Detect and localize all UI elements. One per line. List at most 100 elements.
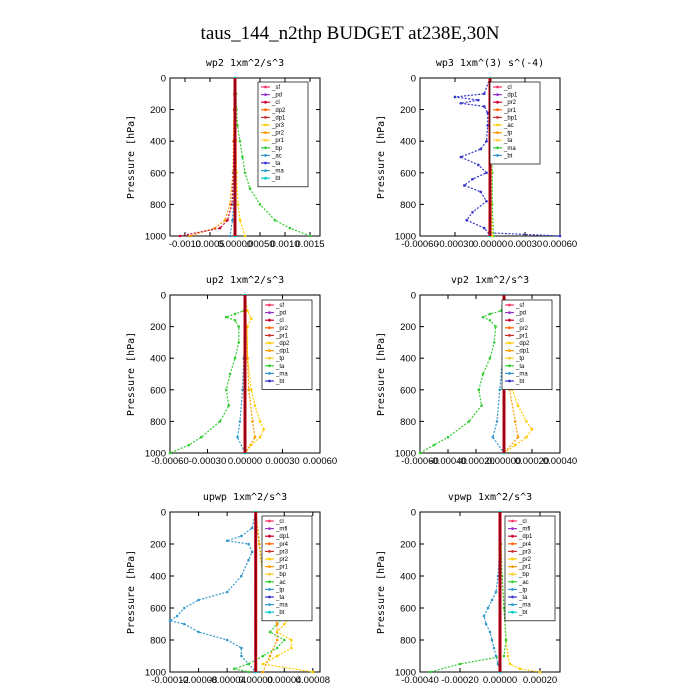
x-tick-label: 0.00000 <box>473 239 507 250</box>
panel-5: upwp 1xm^2/s^3 Pressure [hPa] 0 200 400 600 80… <box>126 492 330 686</box>
legend-label: _tp <box>503 131 513 137</box>
legend-label: _ta <box>275 595 285 601</box>
legend-label: _tp <box>275 587 285 593</box>
data-point <box>250 550 254 554</box>
legend-label: _ac <box>275 580 286 586</box>
data-point <box>168 451 172 455</box>
data-point <box>218 226 222 230</box>
legend-marker <box>268 550 271 553</box>
legend-marker <box>268 326 271 330</box>
x-tick-label: -0.00040 <box>429 456 467 467</box>
legend-label: _bt <box>275 379 285 385</box>
data-point <box>227 404 231 407</box>
legend-label: _dp2 <box>271 108 286 114</box>
legend-label: _bt <box>518 610 528 616</box>
legend-marker <box>508 318 511 322</box>
data-point <box>558 234 562 238</box>
x-tick-label: 0.00020 <box>523 675 557 686</box>
legend-marker <box>268 610 271 614</box>
y-tick-label: 400 <box>400 137 416 148</box>
legend-label: _ta <box>518 595 528 601</box>
data-point <box>241 155 244 159</box>
data-point <box>290 646 293 650</box>
legend-marker <box>511 519 514 523</box>
data-point <box>471 177 474 181</box>
data-point <box>197 598 200 602</box>
y-axis-label: Pressure [hPa] <box>376 115 387 199</box>
data-point <box>197 630 200 634</box>
data-point <box>516 435 520 439</box>
legend-label: _dp2 <box>515 341 530 347</box>
legend-marker <box>268 341 271 345</box>
data-point <box>488 318 492 322</box>
legend-label: _bt <box>275 610 285 616</box>
legend-marker <box>264 154 267 157</box>
panel-title: up2 1xm^2/s^3 <box>206 275 284 286</box>
data-point <box>513 443 517 447</box>
data-point <box>488 312 492 316</box>
legend-label: _sf <box>275 303 284 309</box>
data-point <box>251 420 254 423</box>
data-point <box>187 443 191 447</box>
data-point <box>453 95 457 99</box>
data-point <box>471 211 474 214</box>
data-point <box>481 372 485 376</box>
legend-marker <box>268 595 271 599</box>
legend-marker <box>264 100 267 104</box>
legend-label: _pr4 <box>275 542 289 548</box>
y-axis-label: Pressure [hPa] <box>126 115 137 199</box>
legend-marker <box>268 334 271 337</box>
data-point <box>168 619 172 623</box>
series-line-dp2 <box>189 77 236 237</box>
series-line-dp1 <box>169 294 246 454</box>
legend-label: _dp1 <box>275 534 290 540</box>
legend-marker <box>268 318 271 322</box>
data-point <box>224 315 228 319</box>
data-point <box>253 435 257 439</box>
data-point <box>432 443 436 447</box>
legend-label: _ta <box>515 364 525 370</box>
legend-label: _pd <box>515 311 526 317</box>
legend-marker <box>508 356 511 360</box>
data-point <box>273 218 277 222</box>
data-point <box>290 638 293 642</box>
legend-marker <box>264 93 267 96</box>
data-point <box>446 435 450 439</box>
legend-marker <box>511 565 514 568</box>
data-point <box>238 420 242 423</box>
data-point <box>241 388 244 392</box>
legend-label: _pr2 <box>275 326 289 332</box>
y-tick-label: 800 <box>400 636 416 647</box>
legend-label: _ac <box>271 153 282 159</box>
data-point <box>308 234 312 238</box>
legend-label: _mfl <box>275 527 287 533</box>
legend-marker <box>264 146 267 150</box>
data-point <box>490 638 494 642</box>
legend-label: _pr2 <box>518 557 532 563</box>
y-tick-label: 1000 <box>395 449 416 460</box>
data-point <box>418 451 422 455</box>
legend-label: _pr1 <box>275 565 289 571</box>
x-tick-label: 0.00030 <box>265 456 299 467</box>
legend-marker <box>264 169 267 173</box>
series-line-dp1 <box>419 294 505 454</box>
data-point <box>237 325 241 328</box>
plot-frame <box>169 511 321 673</box>
series-line-dp1 <box>179 77 236 237</box>
legend-marker <box>508 341 511 345</box>
data-point <box>233 312 237 316</box>
data-point <box>182 606 186 610</box>
data-point <box>282 622 286 626</box>
legend-label: _tp <box>518 587 528 593</box>
x-tick-label: 0.0015 <box>295 239 324 250</box>
legend-marker <box>264 161 267 165</box>
x-tick-label: -0.0010 <box>169 239 201 250</box>
panel-title: vpwp 1xm^2/s^3 <box>448 492 532 503</box>
data-point <box>240 646 243 650</box>
legend-label: _tp <box>515 356 525 362</box>
legend-box <box>504 515 556 622</box>
legend-label: _bt <box>503 153 513 159</box>
y-tick-label: 200 <box>150 105 166 116</box>
x-tick-label: -0.00020 <box>457 456 495 467</box>
data-point <box>262 428 266 431</box>
